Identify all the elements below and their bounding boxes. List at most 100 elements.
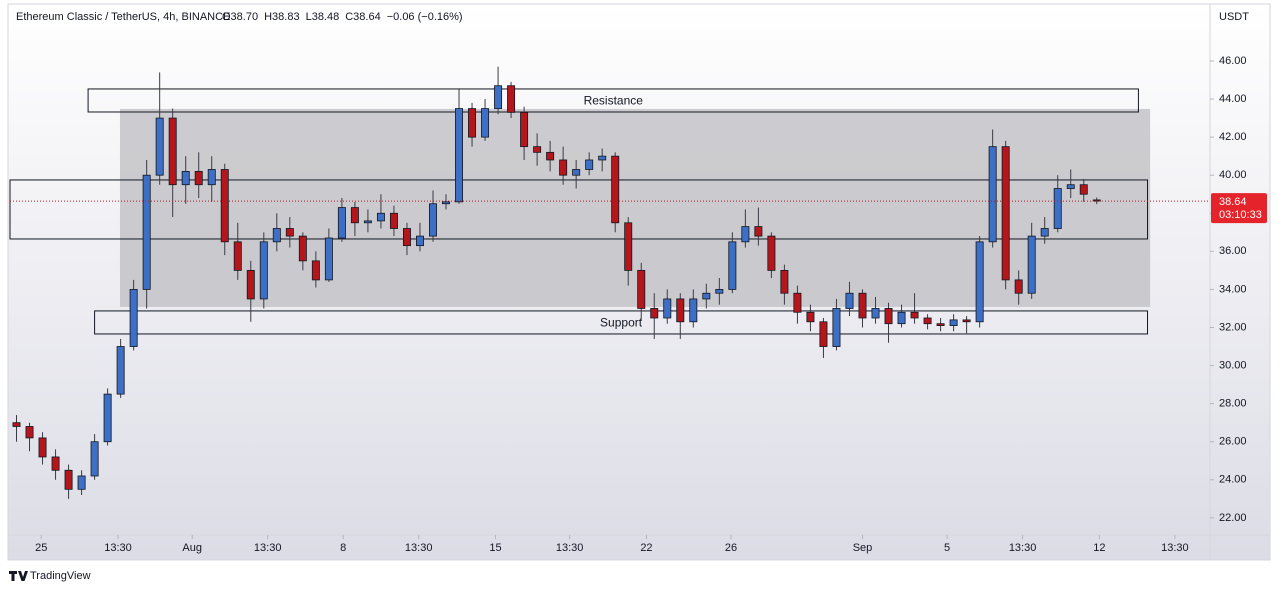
y-tick-label: 30.00 (1219, 359, 1247, 371)
candle-body (988, 146, 997, 243)
x-tick-label: 15 (489, 542, 501, 554)
candle-body (650, 308, 659, 319)
candle-body (298, 235, 307, 262)
x-tick-label: 8 (340, 542, 346, 554)
candle-body (819, 321, 828, 347)
y-tick-label: 32.00 (1219, 321, 1247, 333)
candle-body (1066, 184, 1075, 189)
candle-body (663, 298, 672, 319)
brand: TradingView (30, 570, 91, 582)
x-tick-label: 12 (1093, 542, 1105, 554)
candle-body (754, 226, 763, 237)
candle-body (806, 311, 815, 323)
candle-body (455, 108, 464, 203)
x-tick-label: 25 (35, 542, 47, 554)
candle-body (337, 207, 346, 239)
candle-body (884, 308, 893, 325)
zone (94, 310, 1149, 335)
candle-body (832, 308, 841, 347)
candle-body (415, 235, 424, 247)
candle-body (311, 260, 320, 281)
zone (87, 88, 1139, 113)
candle-body (585, 159, 594, 170)
x-tick-label: Aug (182, 542, 202, 554)
candle-body (194, 170, 203, 186)
x-tick-label: 13:30 (254, 542, 282, 554)
candle-body (1027, 235, 1036, 294)
candle-body (1079, 184, 1088, 195)
candle-body (142, 174, 151, 290)
candle-body (402, 228, 411, 247)
ohlc-value: L38.48 (306, 11, 340, 23)
candle-body (103, 393, 112, 443)
ohlc-value: H38.83 (264, 11, 299, 23)
candle-body (533, 146, 542, 153)
candle-body (546, 151, 555, 161)
candle-body (676, 298, 685, 323)
x-tick-label: 26 (725, 542, 737, 554)
candle-body (975, 241, 984, 323)
candle-body (507, 85, 516, 113)
candle-body (168, 117, 177, 186)
candle-body (637, 269, 646, 309)
candle-body (363, 220, 372, 224)
y-tick-label: 42.00 (1219, 131, 1247, 143)
candle-body (767, 235, 776, 271)
candle-body (1014, 279, 1023, 294)
last-price-label: 38.64 (1219, 196, 1247, 208)
x-tick-label: 5 (944, 542, 950, 554)
candle-body (572, 169, 581, 176)
chart-title: Ethereum Classic / TetherUS, 4h, BINANCE (16, 11, 230, 23)
candle-body (728, 241, 737, 290)
y-tick-label: 26.00 (1219, 436, 1247, 448)
candle-body (25, 426, 34, 439)
y-tick-label: 24.00 (1219, 474, 1247, 486)
candle-body (220, 169, 229, 243)
candle-body (871, 308, 880, 319)
candle-body (611, 155, 620, 224)
candle-body (936, 323, 945, 326)
candle-body (155, 117, 164, 176)
y-axis-label: USDT (1219, 11, 1249, 23)
candles (12, 66, 1101, 499)
candle-body (845, 292, 854, 309)
ohlc-header: O38.70 H38.83 L38.48 C38.64 −0.06 (−0.16%) (222, 11, 463, 23)
candle-body (12, 422, 21, 427)
candle-body (389, 212, 398, 229)
x-tick-label: 13:30 (104, 542, 132, 554)
candle-body (246, 269, 255, 300)
candle-body (1001, 146, 1010, 281)
candle-body (910, 311, 919, 319)
y-tick-label: 46.00 (1219, 55, 1247, 67)
x-tick-label: 13:30 (405, 542, 433, 554)
y-tick-label: 34.00 (1219, 283, 1247, 295)
ohlc-value: C38.64 (345, 11, 380, 23)
candle-body (272, 228, 281, 243)
candle-body (51, 456, 60, 471)
y-tick-label: 22.00 (1219, 512, 1247, 524)
candle-body (64, 469, 73, 490)
zone-label: Support (600, 316, 643, 330)
candle-body (468, 108, 477, 138)
candle-body (207, 169, 216, 186)
axes: 22.00 24.00 26.00 28.00 30.00 32.00 34.00 36.00… (10, 55, 1267, 554)
candle-body (624, 222, 633, 271)
candle-body (350, 207, 359, 224)
candle-body (598, 155, 607, 161)
brand-logo (9, 571, 28, 581)
candle-body (429, 203, 437, 237)
x-tick-label: 22 (640, 542, 652, 554)
candle-body (285, 228, 294, 237)
y-tick-label: 40.00 (1219, 169, 1247, 181)
candle-body (129, 289, 138, 347)
candle-body (481, 108, 490, 138)
zone (9, 179, 1149, 240)
candle-body (442, 201, 450, 205)
candle-body (77, 475, 86, 490)
ohlc-value: −0.06 (−0.16%) (387, 11, 463, 23)
x-tick-label: 13:30 (556, 542, 584, 554)
candle-body (38, 437, 47, 458)
candle-body (962, 319, 971, 323)
